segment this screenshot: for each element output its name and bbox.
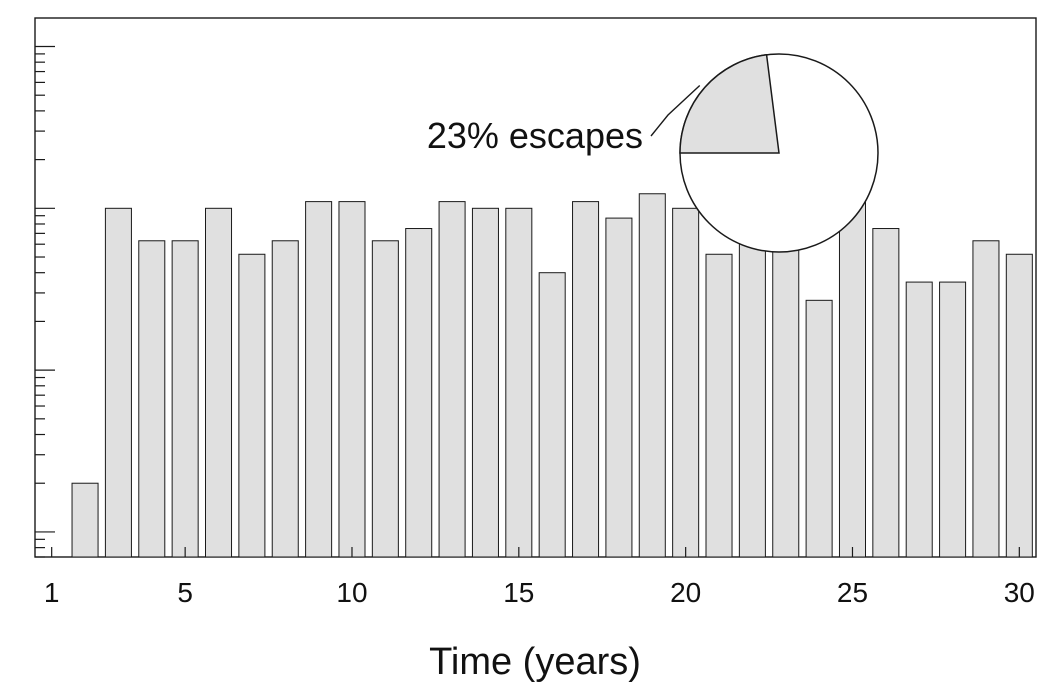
- bar-year-23: [772, 207, 800, 558]
- bar-year-3: [104, 207, 132, 558]
- pie-slice-escapes: [679, 53, 780, 154]
- bar-year-6: [205, 207, 233, 558]
- pie-slice-label: 23% escapes: [427, 115, 643, 156]
- bar-year-4: [138, 240, 166, 558]
- bar-year-27: [905, 281, 933, 558]
- x-axis-tick-labels: 1 5 10 15 20 25 30: [44, 577, 1035, 608]
- x-tick-label: 30: [1004, 577, 1035, 608]
- bar-year-22: [738, 228, 766, 558]
- bar-year-16: [538, 272, 566, 558]
- plot-frame: [34, 17, 1037, 558]
- x-tick-label: 5: [177, 577, 193, 608]
- x-axis-title: Time (years): [429, 641, 641, 683]
- bar-year-12: [405, 228, 433, 558]
- bar-year-19: [638, 193, 666, 558]
- bar-year-14: [471, 207, 499, 558]
- bar-year-5: [171, 240, 199, 558]
- x-tick-label: 25: [837, 577, 868, 608]
- x-tick-label: 10: [336, 577, 367, 608]
- bar-year-2: [71, 482, 99, 558]
- bar-year-25: [838, 201, 866, 558]
- bar-year-8: [271, 240, 299, 558]
- x-tick-label: 20: [670, 577, 701, 608]
- bar-year-30: [1005, 253, 1033, 558]
- x-tick-label: 1: [44, 577, 60, 608]
- y-axis-ticks: [35, 45, 55, 558]
- bar-year-9: [305, 201, 333, 558]
- bar-year-17: [572, 201, 600, 558]
- x-axis-ticks: [51, 547, 1020, 557]
- bar-year-7: [238, 253, 266, 558]
- bar-year-11: [371, 240, 399, 558]
- x-tick-label: 15: [503, 577, 534, 608]
- bar-year-13: [438, 201, 466, 558]
- bar-year-24: [805, 299, 833, 558]
- bar-series: [71, 193, 1033, 558]
- bar-year-18: [605, 217, 633, 558]
- bar-year-21: [705, 253, 733, 558]
- bar-year-28: [939, 281, 967, 558]
- bar-year-15: [505, 207, 533, 558]
- bar-year-20: [672, 207, 700, 558]
- bar-year-29: [972, 240, 1000, 558]
- bar-year-26: [872, 228, 900, 558]
- inset-pie: 23% escapes: [427, 53, 879, 253]
- pie-leader-line: [650, 85, 701, 137]
- bar-year-10: [338, 201, 366, 558]
